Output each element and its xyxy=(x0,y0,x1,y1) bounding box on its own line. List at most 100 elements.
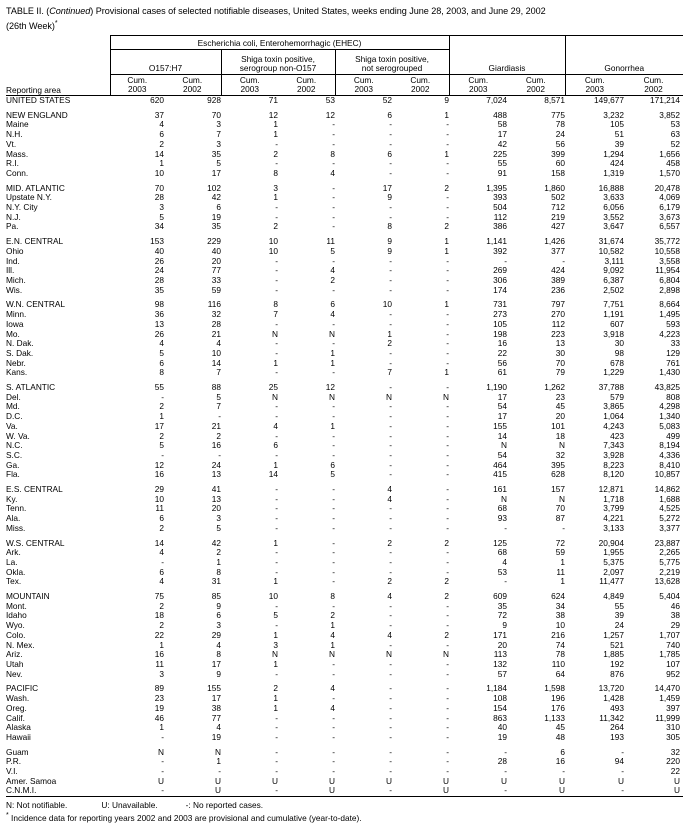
row-value-2: - xyxy=(275,766,278,777)
row-value-5: - xyxy=(446,513,449,524)
row-value-4: - xyxy=(389,746,392,757)
row-value-5: - xyxy=(446,255,449,266)
row-value-6: 112 xyxy=(493,211,507,222)
row-value-5: - xyxy=(446,138,449,149)
row-value-9: 4,525 xyxy=(659,503,680,514)
cum-label: Cum. xyxy=(127,74,148,85)
row-value-4: - xyxy=(389,119,392,130)
header-o157h7: O157:H7 xyxy=(109,49,222,76)
row-value-0: 4 xyxy=(159,547,164,558)
row-area-label: Ind. xyxy=(6,255,20,266)
row-value-6: 225 xyxy=(493,148,507,159)
row-value-0: 4 xyxy=(159,576,164,587)
row-value-0: 6 xyxy=(159,129,164,140)
row-value-8: 1,428 xyxy=(603,693,624,704)
row-value-9: 6,179 xyxy=(659,202,680,213)
row-value-7: 11 xyxy=(556,566,565,577)
row-value-5: U xyxy=(392,785,449,798)
row-value-2: - xyxy=(275,503,278,514)
row-value-1: 85 xyxy=(211,591,221,602)
cum-year: 2002 xyxy=(644,84,663,95)
row-value-8: 3,552 xyxy=(603,211,624,222)
row-value-0: 12 xyxy=(154,459,164,470)
row-value-3: 4 xyxy=(330,309,335,320)
row-value-7: 101 xyxy=(551,420,565,431)
row-area-label: Okla. xyxy=(6,566,26,577)
row-value-4: - xyxy=(389,522,392,533)
header-col-0: Cum. 2003 xyxy=(109,74,164,97)
row-value-8: - xyxy=(621,766,624,777)
row-value-6: - xyxy=(504,522,507,533)
table-row: V.I. - - - - - - - - - 22 xyxy=(6,766,683,777)
row-value-9: 11,954 xyxy=(655,265,680,276)
row-value-1: 38 xyxy=(211,702,221,713)
table-row: Ill. 24 77 - 4 - - 269 424 9,092 11,954 xyxy=(6,266,683,276)
row-value-2: - xyxy=(275,255,278,266)
table-row: Guam N N - - - - - 6 - 32 xyxy=(6,746,683,758)
row-value-2: - xyxy=(275,513,278,524)
row-value-4: - xyxy=(389,138,392,149)
row-value-5: - xyxy=(446,265,449,276)
row-value-1: 35 xyxy=(211,148,221,159)
row-value-4: - xyxy=(389,620,392,631)
row-value-0: 5 xyxy=(159,347,164,358)
row-value-2: - xyxy=(275,668,278,679)
row-value-9: 10,857 xyxy=(654,469,680,480)
table-row: NEW ENGLAND 37 70 12 12 6 1 488 775 3,232 3,852 xyxy=(6,109,683,121)
row-value-0: 5 xyxy=(159,211,164,222)
row-value-3: 1 xyxy=(330,357,335,368)
row-value-9: 53 xyxy=(670,119,680,130)
row-value-1: 4 xyxy=(216,338,221,349)
row-value-3: - xyxy=(332,668,335,679)
row-value-9: 20,478 xyxy=(654,182,680,193)
cum-year: 2003 xyxy=(354,84,373,95)
row-value-0: 28 xyxy=(154,192,164,203)
row-value-4: 6 xyxy=(387,109,392,120)
row-value-6: - xyxy=(449,785,507,798)
table-row: Miss. 2 5 - - - - - - 3,133 3,377 xyxy=(6,522,683,534)
cum-label: Cum. xyxy=(584,74,605,85)
row-value-2: - xyxy=(275,566,278,577)
row-value-3: - xyxy=(332,722,335,733)
row-value-9: 29 xyxy=(670,620,680,631)
row-value-0: 22 xyxy=(154,629,164,640)
row-value-7: 389 xyxy=(551,274,565,285)
row-value-6: 1,395 xyxy=(486,182,507,193)
header-shiga-nono157-line1: Shiga toxin positive, xyxy=(241,53,315,64)
row-value-8: 3,133 xyxy=(603,522,624,533)
row-value-3: 4 xyxy=(330,629,335,640)
footnotes: N: Not notifiable. U: Unavailable. -: No r… xyxy=(6,800,683,823)
table-row: Iowa 13 28 - - - - 105 112 607 593 xyxy=(6,318,683,330)
row-value-4: - xyxy=(389,274,392,285)
row-value-2: - xyxy=(275,522,278,533)
row-value-6: 35 xyxy=(497,600,507,611)
row-value-4: 4 xyxy=(387,629,392,640)
table-row: MID. ATLANTIC 70 102 3 - 17 2 1,395 1,860 16,888 2… xyxy=(6,182,683,194)
row-value-3: - xyxy=(332,600,335,611)
header-col-5: Cum. 2002 xyxy=(392,74,450,97)
row-value-3: 8 xyxy=(330,591,335,602)
row-value-8: 10,582 xyxy=(598,245,624,256)
table-row: Colo. 22 29 1 4 4 2 171 216 1,257 1,707 xyxy=(6,629,683,641)
row-value-2: 10 xyxy=(268,245,278,256)
table-row: Ariz. 16 8 N N N N 113 78 1,885 1,785 xyxy=(6,650,683,660)
row-value-3: 1 xyxy=(330,420,335,431)
row-value-0: 26 xyxy=(154,328,164,339)
row-value-5: - xyxy=(446,756,449,767)
row-area-label: Wash. xyxy=(6,693,30,704)
row-value-7: 48 xyxy=(555,731,565,742)
table-row: Ga. 12 24 1 6 - - 464 395 8,223 8,410 xyxy=(6,459,683,471)
row-area-label: Vt. xyxy=(6,138,17,149)
footnote-legend: N: Not notifiable. U: Unavailable. -: No r… xyxy=(6,800,683,810)
row-value-6: - xyxy=(504,746,507,757)
row-value-1: 155 xyxy=(207,683,221,694)
row-value-8: 6,387 xyxy=(603,274,624,285)
row-value-9: 3,377 xyxy=(659,522,680,533)
row-value-6: 42 xyxy=(497,138,507,149)
row-area-label: Miss. xyxy=(6,522,26,533)
row-value-1: - xyxy=(218,766,221,777)
row-value-0: 4 xyxy=(159,119,164,130)
row-value-9: 5,083 xyxy=(659,420,680,431)
row-value-1: N xyxy=(215,746,221,757)
row-value-6: 105 xyxy=(493,318,507,329)
